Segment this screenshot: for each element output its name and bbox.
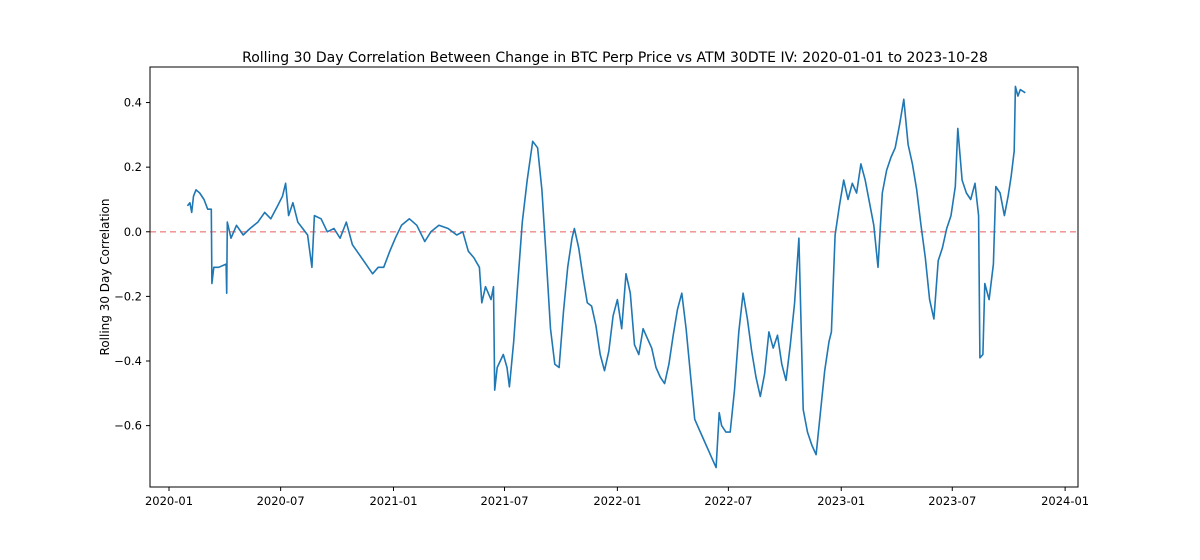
y-tick-label: 0.2 xyxy=(124,160,142,174)
x-tick-label: 2023-01 xyxy=(817,494,865,508)
x-tick-label: 2022-01 xyxy=(593,494,641,508)
y-tick-label: 0.0 xyxy=(124,225,142,239)
y-tick-label: −0.6 xyxy=(114,419,142,433)
y-axis-label: Rolling 30 Day Correlation xyxy=(98,199,112,356)
correlation-series-line xyxy=(186,85,1026,469)
y-axis-ticks: −0.6 −0.4 −0.2 0.0 0.2 0.4 xyxy=(114,96,150,433)
x-tick-label: 2021-01 xyxy=(369,494,417,508)
x-tick-label: 2024-01 xyxy=(1041,494,1089,508)
y-tick-label: 0.4 xyxy=(124,96,142,110)
x-axis-ticks: 2020-01 2020-07 2021-01 2021-07 2022-01 2022-… xyxy=(145,487,1089,508)
y-tick-label: −0.2 xyxy=(114,289,142,303)
plot-frame xyxy=(149,66,1079,488)
x-tick-label: 2021-07 xyxy=(480,494,528,508)
y-tick-label: −0.4 xyxy=(114,354,142,368)
series-group xyxy=(186,85,1026,469)
x-tick-label: 2023-07 xyxy=(928,494,976,508)
x-tick-label: 2022-07 xyxy=(704,494,752,508)
x-tick-label: 2020-01 xyxy=(145,494,193,508)
x-tick-label: 2020-07 xyxy=(257,494,305,508)
chart-title: Rolling 30 Day Correlation Between Chang… xyxy=(242,50,988,66)
